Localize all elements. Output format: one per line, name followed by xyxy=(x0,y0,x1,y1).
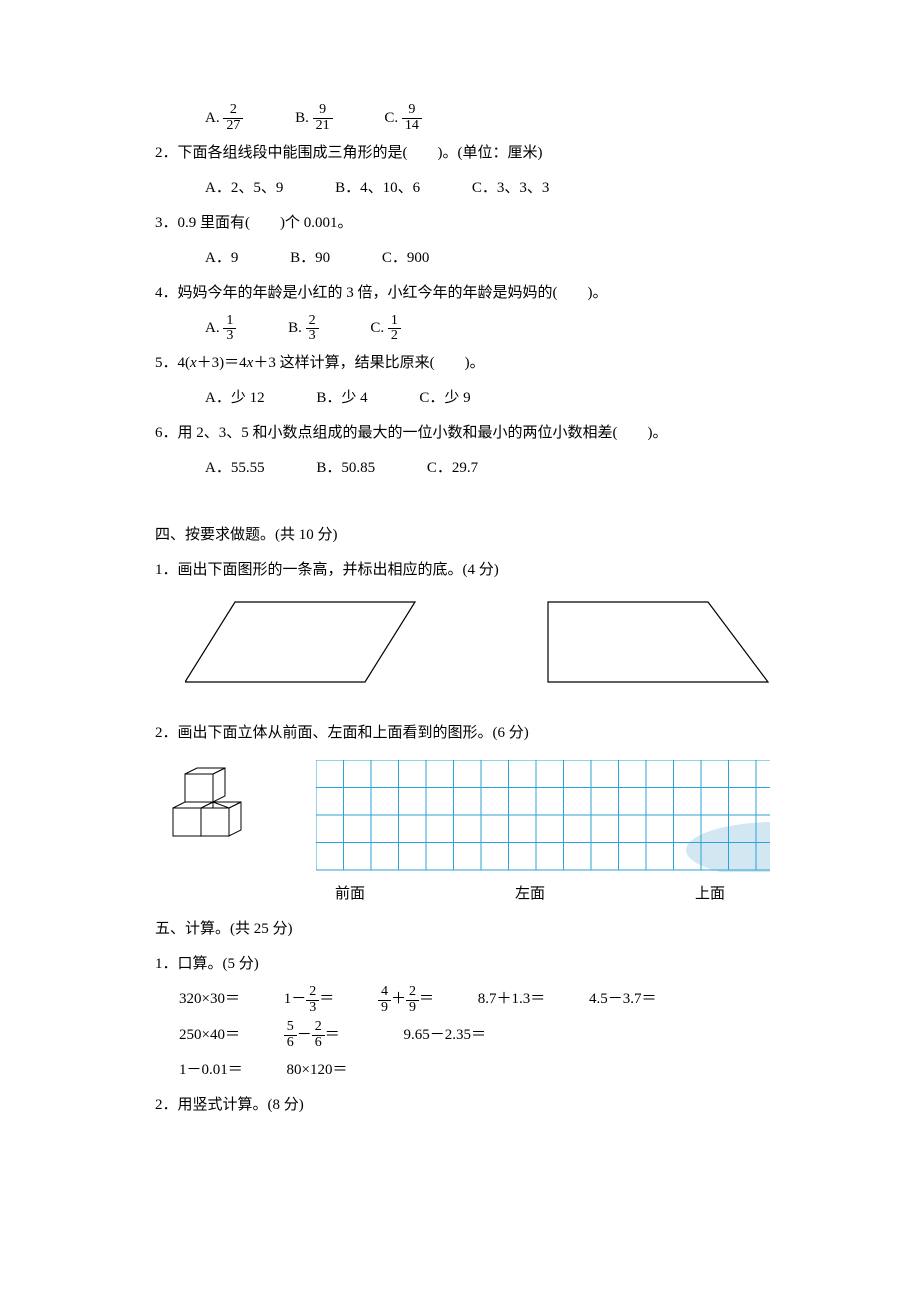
q5-option-b: B．少 4 xyxy=(316,382,367,415)
q5-option-c: C．少 9 xyxy=(419,382,470,415)
trapezoid-shape xyxy=(538,597,771,687)
option-label: C. xyxy=(384,110,398,126)
page-content: A. 2 27 B. 9 21 C. 9 14 2．下面各组线段中能围成三角形的… xyxy=(0,0,920,1184)
q5-options: A．少 12 B．少 4 C．少 9 xyxy=(155,382,770,415)
calc-item: 1－23＝ xyxy=(284,983,335,1016)
s5-q2: 2．用竖式计算。(8 分) xyxy=(155,1089,770,1122)
option-label: B. xyxy=(288,320,302,336)
calc-item: 49＋29＝ xyxy=(378,983,434,1016)
q1-option-b: B. 9 21 xyxy=(295,102,333,135)
fraction: 9 21 xyxy=(313,103,333,133)
option-label: B. xyxy=(295,110,309,126)
q4-option-a: A. 1 3 xyxy=(205,312,236,345)
q2-option-b: B．4、10、6 xyxy=(335,172,420,205)
grid-labels: 前面 左面 上面 xyxy=(335,878,770,911)
fraction: 2 27 xyxy=(223,103,243,133)
label-front: 前面 xyxy=(335,878,365,911)
calc-row-2: 250×40＝ 56－26＝ 9.65－2.35＝ xyxy=(155,1018,770,1051)
q4-option-b: B. 2 3 xyxy=(288,312,319,345)
answer-grid xyxy=(316,760,770,872)
option-label: C. xyxy=(370,320,384,336)
section-5-heading: 五、计算。(共 25 分) xyxy=(155,913,770,946)
q2-option-c: C．3、3、3 xyxy=(472,172,550,205)
calc-item: 1－0.01＝ xyxy=(179,1054,243,1087)
q1-option-a: A. 2 27 xyxy=(205,102,243,135)
q4-options: A. 1 3 B. 2 3 C. 1 2 xyxy=(155,312,770,345)
calc-row-1: 320×30＝ 1－23＝ 49＋29＝ 8.7＋1.3＝ 4.5－3.7＝ xyxy=(155,983,770,1016)
fraction: 1 2 xyxy=(388,314,401,344)
calc-item: 9.65－2.35＝ xyxy=(404,1019,487,1052)
calc-item: 8.7＋1.3＝ xyxy=(478,983,546,1016)
q3-option-a: A．9 xyxy=(205,242,238,275)
s5-q1: 1．口算。(5 分) xyxy=(155,948,770,981)
q2-options: A．2、5、9 B．4、10、6 C．3、3、3 xyxy=(155,172,770,205)
q3-options: A．9 B．90 C．900 xyxy=(155,242,770,275)
s4-q2: 2．画出下面立体从前面、左面和上面看到的图形。(6 分) xyxy=(155,717,770,750)
q4-stem: 4．妈妈今年的年龄是小红的 3 倍，小红今年的年龄是妈妈的( )。 xyxy=(155,277,770,310)
q6-option-b: B．50.85 xyxy=(316,452,375,485)
fraction: 2 3 xyxy=(306,314,319,344)
section-4-heading: 四、按要求做题。(共 10 分) xyxy=(155,519,770,552)
cubes-figure xyxy=(155,766,246,866)
q4-option-c: C. 1 2 xyxy=(370,312,401,345)
q3-option-b: B．90 xyxy=(290,242,330,275)
label-top: 上面 xyxy=(695,878,725,911)
q3-option-c: C．900 xyxy=(382,242,430,275)
q6-options: A．55.55 B．50.85 C．29.7 xyxy=(155,452,770,485)
grid-section xyxy=(155,760,770,872)
calc-item: 56－26＝ xyxy=(284,1019,340,1052)
option-label: A. xyxy=(205,110,220,126)
q6-stem: 6．用 2、3、5 和小数点组成的最大的一位小数和最小的两位小数相差( )。 xyxy=(155,417,770,450)
fraction: 1 3 xyxy=(223,314,236,344)
q5-stem: 5．4(x＋3)＝4x＋3 这样计算，结果比原来( )。 xyxy=(155,347,770,380)
calc-item: 320×30＝ xyxy=(179,983,240,1016)
var-x: x xyxy=(190,355,197,371)
s4-q1: 1．画出下面图形的一条高，并标出相应的底。(4 分) xyxy=(155,554,770,587)
q3-stem: 3．0.9 里面有( )个 0.001。 xyxy=(155,207,770,240)
q6-option-c: C．29.7 xyxy=(427,452,478,485)
q6-option-a: A．55.55 xyxy=(205,452,265,485)
q5-option-a: A．少 12 xyxy=(205,382,265,415)
calc-row-3: 1－0.01＝ 80×120＝ xyxy=(155,1054,770,1087)
calc-item: 4.5－3.7＝ xyxy=(589,983,657,1016)
shapes-row xyxy=(155,597,770,687)
q1-option-c: C. 9 14 xyxy=(384,102,422,135)
fraction: 9 14 xyxy=(402,103,422,133)
label-left: 左面 xyxy=(515,878,545,911)
q2-option-a: A．2、5、9 xyxy=(205,172,283,205)
q2-stem: 2．下面各组线段中能围成三角形的是( )。(单位：厘米) xyxy=(155,137,770,170)
calc-item: 80×120＝ xyxy=(287,1054,348,1087)
option-label: A. xyxy=(205,320,220,336)
calc-item: 250×40＝ xyxy=(179,1019,240,1052)
q1-options: A. 2 27 B. 9 21 C. 9 14 xyxy=(155,102,770,135)
parallelogram-shape xyxy=(185,597,418,687)
